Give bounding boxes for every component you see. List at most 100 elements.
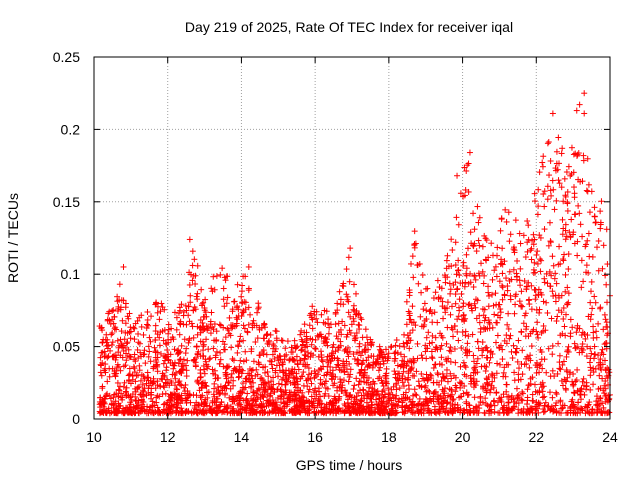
data-point — [537, 361, 544, 368]
data-point — [553, 148, 560, 155]
data-point — [554, 313, 561, 320]
data-point — [219, 265, 226, 272]
data-point — [354, 356, 361, 363]
data-point — [545, 345, 552, 352]
data-point — [565, 251, 572, 258]
data-point — [597, 225, 604, 232]
data-point — [191, 256, 198, 263]
data-point — [425, 329, 432, 336]
data-point — [279, 337, 286, 344]
data-point — [325, 330, 332, 337]
data-point — [198, 286, 205, 293]
data-point — [359, 334, 366, 341]
data-point — [416, 395, 423, 402]
x-tick-label: 18 — [381, 429, 397, 445]
data-point — [362, 326, 369, 333]
data-point — [587, 386, 594, 393]
data-point — [494, 244, 501, 251]
data-point — [255, 300, 262, 307]
data-point — [229, 355, 236, 362]
data-point — [443, 340, 450, 347]
data-point — [586, 209, 593, 216]
data-point — [330, 350, 337, 357]
data-point — [394, 362, 401, 369]
data-point — [414, 340, 421, 347]
data-point — [568, 216, 575, 223]
data-point — [579, 233, 586, 240]
data-point — [313, 391, 320, 398]
data-point — [307, 375, 314, 382]
data-point — [309, 325, 316, 332]
data-point — [592, 219, 599, 226]
data-point — [492, 263, 499, 270]
data-point — [545, 138, 552, 145]
data-point — [161, 326, 168, 333]
data-point — [283, 351, 290, 358]
data-point — [544, 183, 551, 190]
data-point — [444, 378, 451, 385]
data-point — [589, 253, 596, 260]
data-point — [357, 397, 364, 404]
data-point — [304, 343, 311, 350]
data-point — [429, 332, 436, 339]
data-point — [550, 186, 557, 193]
data-point — [560, 256, 567, 263]
data-point — [555, 134, 562, 141]
data-point — [568, 144, 575, 151]
data-point — [402, 376, 409, 383]
data-point — [493, 339, 500, 346]
data-point — [526, 301, 533, 308]
data-point — [131, 336, 138, 343]
data-point — [192, 272, 199, 279]
data-point — [532, 286, 539, 293]
data-point — [135, 355, 142, 362]
data-point — [399, 379, 406, 386]
data-point — [112, 373, 119, 380]
data-point — [549, 253, 556, 260]
data-point — [580, 375, 587, 382]
data-point — [213, 328, 220, 335]
data-point — [325, 320, 332, 327]
data-point — [306, 386, 313, 393]
data-point — [411, 386, 418, 393]
data-point — [340, 377, 347, 384]
data-point — [562, 221, 569, 228]
data-point — [517, 240, 524, 247]
data-point — [194, 296, 201, 303]
data-point — [587, 372, 594, 379]
data-point — [430, 365, 437, 372]
data-point — [458, 290, 465, 297]
data-point — [189, 262, 196, 269]
data-point — [358, 316, 365, 323]
data-point — [422, 382, 429, 389]
data-point — [136, 340, 143, 347]
data-point — [311, 345, 318, 352]
data-point — [444, 324, 451, 331]
data-point — [269, 351, 276, 358]
data-point — [317, 393, 324, 400]
data-point — [584, 155, 591, 162]
data-point — [223, 375, 230, 382]
data-point — [560, 257, 567, 264]
data-point — [550, 262, 557, 269]
data-point — [494, 332, 501, 339]
data-point — [604, 332, 611, 339]
data-point — [443, 366, 450, 373]
data-point — [180, 321, 187, 328]
data-point — [199, 300, 206, 307]
data-point — [564, 300, 571, 307]
data-point — [519, 347, 526, 354]
data-point — [486, 359, 493, 366]
data-point — [584, 188, 591, 195]
data-point — [163, 367, 170, 374]
data-point — [540, 191, 547, 198]
data-point — [518, 288, 525, 295]
data-point — [556, 160, 563, 167]
data-point — [309, 303, 316, 310]
data-point — [534, 319, 541, 326]
data-point — [514, 257, 521, 264]
data-point — [117, 306, 124, 313]
data-point — [511, 310, 518, 317]
data-point — [222, 334, 229, 341]
